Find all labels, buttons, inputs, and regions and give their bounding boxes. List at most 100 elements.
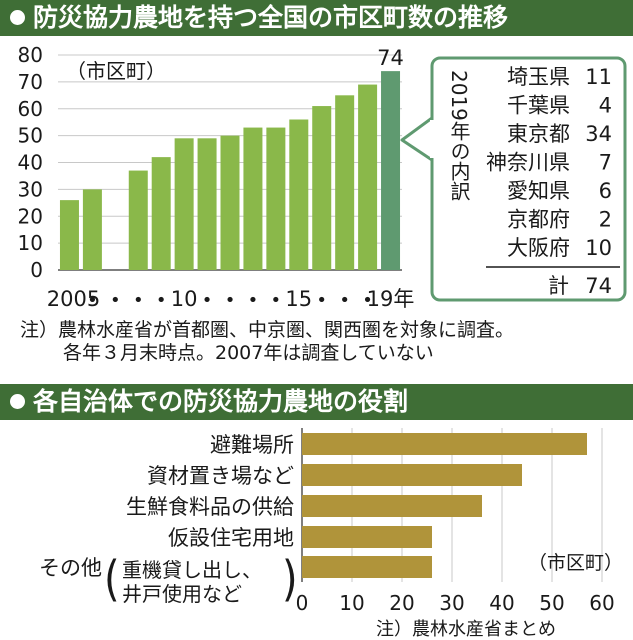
chart1-bar-2006 bbox=[82, 189, 102, 270]
chart1-x-tick-label: • bbox=[316, 290, 327, 311]
right-paren-icon: ) bbox=[282, 552, 298, 607]
chart2-category-label: その他 bbox=[39, 556, 102, 580]
chart1-bar-2008 bbox=[128, 170, 148, 270]
chart1-x-tick-label: • bbox=[339, 290, 350, 311]
chart1-x-tick-label: • bbox=[362, 290, 373, 311]
chart1-bar-2012 bbox=[220, 135, 240, 270]
chart1-y-tick-label: 30 bbox=[18, 177, 43, 201]
chart1-bar-2009 bbox=[151, 157, 171, 270]
breakdown-value: 4 bbox=[599, 94, 612, 118]
breakdown-prefecture: 京都府 bbox=[507, 208, 570, 232]
chart2-other-detail-line1: 重機貸し出し、 bbox=[122, 558, 262, 582]
chart1-bar-2019 bbox=[381, 71, 401, 270]
chart2-category-label: 仮設住宅用地 bbox=[168, 526, 294, 550]
chart2-x-tick-label: 10 bbox=[339, 591, 364, 615]
breakdown-rows: 埼玉県 11 千葉県 4 東京都 34 神奈川県 7 愛知県 6 京都府 2 大阪府 10 bbox=[486, 65, 612, 260]
chart1-y-tick-label: 40 bbox=[18, 151, 43, 175]
chart1-y-tick-label: 20 bbox=[18, 204, 43, 228]
chart1-bar-2005 bbox=[59, 200, 79, 270]
chart2-bars bbox=[302, 433, 587, 578]
breakdown-value: 34 bbox=[585, 122, 612, 146]
chart1-y-tick-label: 60 bbox=[18, 97, 43, 121]
chart2-header: 各自治体での防災協力農地の役割 bbox=[0, 384, 633, 420]
chart1-bar-2016 bbox=[312, 106, 332, 270]
breakdown-prefecture: 千葉県 bbox=[507, 94, 570, 118]
chart2-bar-3 bbox=[302, 495, 482, 517]
breakdown-prefecture: 神奈川県 bbox=[486, 151, 570, 175]
chart1-bar-2011 bbox=[197, 138, 217, 270]
bullet-icon bbox=[10, 9, 25, 25]
chart1-x-tick-label: • bbox=[202, 290, 213, 311]
breakdown-prefecture: 東京都 bbox=[507, 122, 570, 146]
left-paren-icon: ( bbox=[104, 552, 120, 607]
chart1-y-tick-label: 10 bbox=[18, 231, 43, 255]
chart1-y-tick-label: 70 bbox=[18, 70, 43, 94]
breakdown-prefecture: 大阪府 bbox=[507, 236, 570, 260]
chart2-category-label: 避難場所 bbox=[210, 433, 294, 457]
chart1-x-tick-label: • bbox=[87, 290, 98, 311]
chart1-data-label-2019: 74 bbox=[377, 46, 404, 70]
breakdown-value: 2 bbox=[599, 208, 612, 232]
callout-box bbox=[430, 56, 627, 302]
breakdown-title: 2019年の内訳 bbox=[447, 70, 471, 201]
chart1-title: 防災協力農地を持つ全国の市区町数の推移 bbox=[33, 3, 509, 32]
chart1-note-line2: 各年３月末時点。2007年は調査していない bbox=[63, 342, 434, 364]
chart1-x-tick-label: • bbox=[271, 290, 282, 311]
callout-pointer-cover bbox=[430, 120, 435, 158]
chart2-x-ticks: 0 10 20 30 40 50 60 bbox=[296, 591, 615, 615]
chart2-bar-1 bbox=[302, 433, 587, 455]
chart1-x-tick-label: • bbox=[156, 290, 167, 311]
chart1-x-ticks: 2005• • • • 10 • • • • 15 • • •19年 bbox=[47, 287, 415, 311]
breakdown-value: 7 bbox=[599, 151, 612, 175]
chart1-x-tick-label: 10 bbox=[171, 287, 198, 311]
chart2-title: 各自治体での防災協力農地の役割 bbox=[33, 387, 409, 416]
chart2-source-note: 注）農林水産省まとめ bbox=[376, 619, 556, 640]
breakdown-callout: 2019年の内訳 埼玉県 11 千葉県 4 東京都 34 神奈川県 7 愛知県 6 京都府 2 大阪府 1… bbox=[400, 56, 627, 302]
chart2-x-tick-label: 40 bbox=[489, 591, 514, 615]
breakdown-total-value: 74 bbox=[585, 274, 612, 298]
chart2-x-tick-label: 30 bbox=[439, 591, 464, 615]
chart2-other-detail-line2: 井戸使用など bbox=[122, 582, 242, 606]
chart1-header: 防災協力農地を持つ全国の市区町数の推移 bbox=[0, 0, 633, 36]
chart1-bar-2014 bbox=[266, 127, 286, 270]
chart1-note-line1: 注）農林水産省が首都圏、中京圏、関西圏を対象に調査。 bbox=[20, 319, 515, 341]
chart2-bar-5 bbox=[302, 556, 432, 578]
chart2-x-tick-label: 60 bbox=[589, 591, 614, 615]
chart2-x-tick-label: 20 bbox=[389, 591, 414, 615]
breakdown-value: 10 bbox=[585, 236, 612, 260]
chart1-bar-2010 bbox=[174, 138, 194, 270]
chart1-bar-2017 bbox=[335, 95, 355, 270]
chart1-x-tick-label: 19年 bbox=[367, 287, 415, 311]
chart2-bar-2 bbox=[302, 464, 522, 486]
callout-pointer bbox=[400, 116, 434, 162]
chart1-x-tick-label: • bbox=[110, 290, 121, 311]
breakdown-value: 11 bbox=[585, 65, 612, 89]
chart1-x-tick-label: 15 bbox=[285, 287, 312, 311]
chart2-x-tick-label: 0 bbox=[296, 591, 309, 615]
chart1-x-tick-label: • bbox=[225, 290, 236, 311]
chart2-x-axis-label: （市区町） bbox=[528, 552, 623, 574]
breakdown-prefecture: 愛知県 bbox=[507, 179, 570, 203]
bullet-icon bbox=[10, 393, 25, 409]
chart1-y-tick-label: 50 bbox=[18, 124, 43, 148]
chart1-y-tick-label: 80 bbox=[18, 43, 43, 67]
breakdown-total-label: 計 bbox=[548, 274, 569, 298]
chart1-bar-2018 bbox=[358, 84, 378, 270]
chart2-bar-4 bbox=[302, 526, 432, 548]
chart2-x-tick-label: 50 bbox=[539, 591, 564, 615]
chart1-bar-2015 bbox=[289, 119, 309, 270]
chart2-category-label: 生鮮食料品の供給 bbox=[126, 495, 294, 519]
chart1-x-tick-label: • bbox=[133, 290, 144, 311]
breakdown-prefecture: 埼玉県 bbox=[507, 65, 570, 89]
chart1-bar-2013 bbox=[243, 127, 263, 270]
chart1-y-axis-label: （市区町） bbox=[66, 59, 166, 83]
breakdown-value: 6 bbox=[599, 179, 612, 203]
chart2-category-label: 資材置き場など bbox=[147, 464, 294, 488]
chart1-x-tick-label: • bbox=[248, 290, 259, 311]
chart1-x-tick-label: 2005 bbox=[47, 287, 100, 311]
chart1-y-tick-label: 0 bbox=[30, 258, 43, 282]
